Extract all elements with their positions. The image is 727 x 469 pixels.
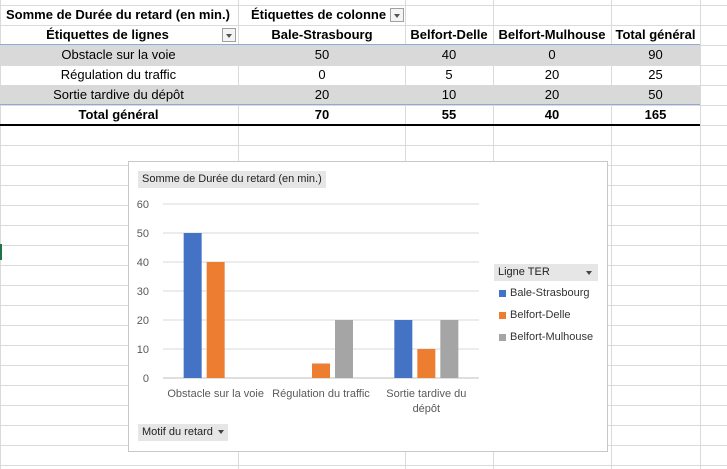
pivot-header-row-1: Somme de Durée du retard (en min.) Étiqu… — [0, 5, 700, 25]
row-labels-header[interactable]: Étiquettes de lignes — [46, 27, 169, 42]
column-divider — [611, 0, 612, 469]
column-labels-header[interactable]: Étiquettes de colonne — [251, 7, 387, 22]
legend-item[interactable]: Bale-Strasbourg — [499, 286, 590, 300]
row-label[interactable]: Régulation du traffic — [60, 67, 177, 82]
legend-item[interactable]: Belfort-Mulhouse — [499, 330, 593, 344]
pivot-row: Sortie tardive du dépôt 20 10 20 50 — [0, 85, 700, 105]
row-selection-marker — [0, 244, 2, 260]
y-tick-label: 30 — [137, 286, 149, 298]
row-label[interactable]: Obstacle sur la voie — [61, 47, 176, 62]
x-tick-label: Obstacle sur la voie — [167, 388, 264, 400]
row-filter-dropdown-icon[interactable] — [222, 28, 236, 42]
values-field-header[interactable]: Somme de Durée du retard (en min.) — [6, 7, 230, 22]
y-tick-label: 40 — [137, 257, 149, 269]
column-label-grand-total[interactable]: Total général — [615, 27, 696, 42]
grand-total-cell[interactable]: 70 — [314, 107, 330, 122]
bar — [440, 320, 459, 378]
y-tick-label: 0 — [143, 373, 149, 385]
row-total-cell[interactable]: 50 — [648, 87, 663, 102]
legend-label: Belfort-Mulhouse — [510, 331, 594, 343]
legend-field-label: Ligne TER — [498, 266, 550, 278]
bar — [394, 320, 413, 378]
grand-total-label[interactable]: Total général — [78, 107, 159, 122]
bar — [417, 349, 436, 378]
grand-total-cell[interactable]: 55 — [441, 107, 457, 122]
legend-label: Belfort-Delle — [510, 309, 571, 321]
x-tick-label: Sortie tardive du — [386, 388, 466, 400]
value-cell[interactable]: 20 — [314, 87, 330, 102]
pivot-total-row: Total général 70 55 40 165 — [0, 105, 700, 125]
y-tick-label: 10 — [137, 344, 149, 356]
bar — [335, 320, 353, 378]
legend-label: Bale-Strasbourg — [510, 287, 590, 299]
value-cell[interactable]: 20 — [544, 87, 560, 102]
pivot-row: Régulation du traffic 0 5 20 25 — [0, 65, 700, 85]
row-label[interactable]: Sortie tardive du dépôt — [53, 87, 184, 102]
value-cell[interactable]: 20 — [544, 67, 560, 82]
chart-plot-area: 0 10 20 30 40 50 60 Obstacle sur la voie Régulat… — [137, 199, 479, 415]
pivot-header-row-2: Étiquettes de lignes Bale-Strasbourg Bel… — [0, 25, 700, 45]
value-cell[interactable]: 0 — [318, 67, 326, 82]
column-filter-dropdown-icon[interactable] — [390, 8, 404, 22]
value-cell[interactable]: 50 — [314, 47, 330, 62]
bar — [312, 363, 330, 378]
row-total-cell[interactable]: 25 — [648, 67, 663, 82]
values-field-button[interactable]: Somme de Durée du retard (en min.) — [138, 171, 326, 188]
axis-field-label: Motif du retard — [142, 426, 213, 438]
header-divider — [0, 44, 700, 45]
column-label-bale-strasbourg[interactable]: Bale-Strasbourg — [271, 27, 373, 42]
total-bottom-border — [0, 124, 700, 126]
y-tick-label: 50 — [137, 228, 149, 240]
row-total-cell[interactable]: 90 — [648, 47, 663, 62]
bar — [183, 233, 202, 378]
y-tick-label: 60 — [137, 199, 149, 211]
chevron-down-icon — [217, 430, 224, 435]
legend-swatch — [499, 333, 506, 341]
pivot-chart[interactable]: Somme de Durée du retard (en min.) 0 10 20… — [128, 161, 608, 452]
value-cell[interactable]: 5 — [445, 67, 453, 82]
x-tick-label: dépôt — [413, 403, 441, 415]
column-label-belfort-delle[interactable]: Belfort-Delle — [410, 27, 488, 42]
value-cell[interactable]: 0 — [548, 47, 556, 62]
column-label-belfort-mulhouse[interactable]: Belfort-Mulhouse — [498, 27, 606, 42]
legend-field-button[interactable]: Ligne TER — [494, 264, 598, 281]
legend-swatch — [499, 311, 506, 319]
total-divider — [0, 104, 700, 105]
legend-item[interactable]: Belfort-Delle — [499, 308, 571, 322]
x-tick-label: Régulation du traffic — [272, 388, 370, 400]
bar — [206, 262, 225, 378]
axis-field-button[interactable]: Motif du retard — [138, 424, 228, 441]
pivot-row: Obstacle sur la voie 50 40 0 90 — [0, 45, 700, 65]
legend-swatch — [499, 289, 506, 297]
y-tick-label: 20 — [137, 315, 149, 327]
column-divider — [700, 0, 701, 469]
value-cell[interactable]: 40 — [441, 47, 457, 62]
value-cell[interactable]: 10 — [441, 87, 457, 102]
grand-total-cell[interactable]: 165 — [644, 107, 667, 122]
chevron-down-icon — [586, 271, 592, 275]
grand-total-cell[interactable]: 40 — [544, 107, 560, 122]
